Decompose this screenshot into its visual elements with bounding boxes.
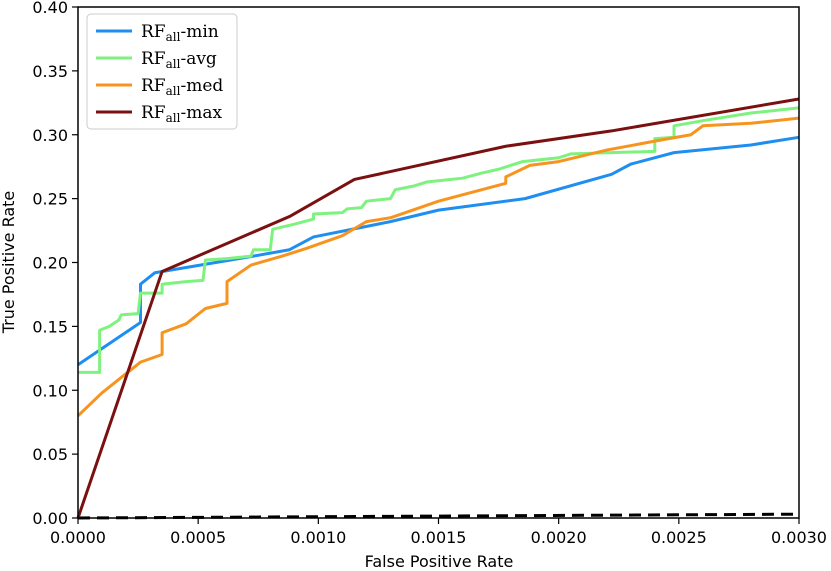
x-tick-label: 0.0020 — [531, 528, 587, 547]
legend-box — [86, 13, 238, 130]
x-tick-label: 0.0000 — [50, 528, 106, 547]
y-tick-label: 0.35 — [32, 62, 68, 81]
legend-label: RFall-max — [141, 103, 222, 125]
plot-lines — [76, 97, 800, 520]
legend-label: RFall-avg — [141, 49, 217, 71]
y-tick-label: 0.15 — [32, 317, 68, 336]
y-tick-label: 0.05 — [32, 445, 68, 464]
y-tick-label: 0.25 — [32, 190, 68, 209]
x-tick-label: 0.0025 — [651, 528, 707, 547]
x-tick-label: 0.0010 — [290, 528, 346, 547]
y-tick-label: 0.40 — [32, 0, 68, 17]
series-line-avg — [78, 106, 800, 374]
series-line-max — [76, 97, 800, 519]
legend-label: RFall-min — [141, 22, 219, 44]
x-tick-label: 0.0030 — [771, 528, 827, 547]
y-axis-ticks: 0.00 0.05 0.10 0.15 0.20 0.25 0.30 0.35 0.40 — [32, 0, 78, 528]
y-axis-title: True Positive Rate — [0, 191, 18, 335]
x-axis-ticks: 0.0000 0.0005 0.0010 0.0015 0.0020 0.0025 0.00… — [50, 518, 827, 547]
x-tick-label: 0.0015 — [411, 528, 467, 547]
x-axis-title: False Positive Rate — [365, 552, 514, 571]
y-tick-label: 0.00 — [32, 509, 68, 528]
x-tick-label: 0.0005 — [170, 528, 226, 547]
legend-label: RFall-med — [141, 76, 223, 98]
y-tick-label: 0.30 — [32, 126, 68, 145]
y-tick-label: 0.20 — [32, 254, 68, 273]
legend: RFall-min RFall-avg RFall-med RFall-max — [86, 13, 238, 130]
y-tick-label: 0.10 — [32, 381, 68, 400]
series-line-min — [77, 135, 800, 366]
series-line-med — [76, 116, 800, 417]
